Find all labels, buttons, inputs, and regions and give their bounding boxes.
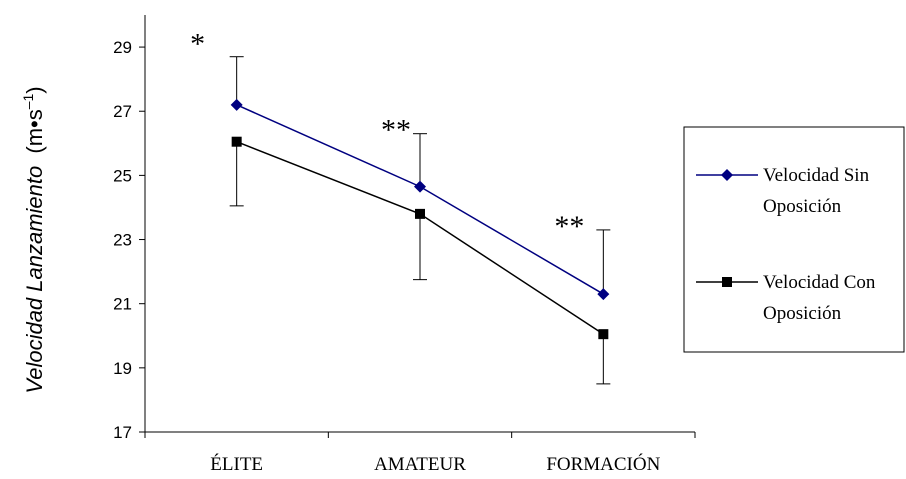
annotations: ***** — [190, 28, 584, 243]
y-tick-label: 25 — [113, 166, 132, 185]
x-tick-label: AMATEUR — [374, 454, 466, 475]
legend-marker-square — [722, 277, 732, 287]
data-point-square — [231, 136, 242, 147]
y-tick-label: 23 — [113, 231, 132, 250]
x-tick-label: ÉLITE — [210, 453, 263, 475]
axes — [144, 15, 695, 433]
error-bars — [229, 56, 611, 385]
legend-box — [683, 126, 905, 353]
legend-label-series-1-line-2: Oposición — [763, 196, 842, 217]
data-point-square — [415, 208, 425, 219]
y-tick-label: 19 — [113, 359, 132, 378]
y-tick-label: 17 — [113, 423, 132, 442]
data-point-diamond — [414, 180, 426, 193]
data-point-square — [598, 329, 609, 340]
significance-annotation: * — [190, 28, 205, 61]
y-tick-label: 29 — [113, 38, 132, 57]
y-ticks: 17 19 21 23 25 27 29 — [113, 38, 145, 442]
legend: Velocidad Sin Oposición Velocidad Con Op… — [683, 126, 905, 353]
series-group — [230, 98, 610, 340]
legend-label-series-2-line-1: Velocidad Con — [763, 272, 876, 293]
data-point-diamond — [230, 98, 243, 111]
y-tick-label: 21 — [113, 295, 132, 314]
legend-label-series-2-line-2: Oposición — [763, 303, 842, 324]
data-point-diamond — [597, 288, 610, 301]
y-tick-label: 27 — [113, 102, 132, 121]
significance-annotation: ** — [554, 210, 584, 243]
y-axis-label: Velocidad Lanzamiento (m•s–1) — [20, 86, 47, 393]
significance-annotation: ** — [381, 114, 411, 147]
legend-label-series-1-line-1: Velocidad Sin — [763, 165, 870, 186]
legend-marker-diamond — [721, 169, 733, 181]
x-ticks: ÉLITE AMATEUR FORMACIÓN — [144, 432, 696, 475]
x-tick-label: FORMACIÓN — [546, 453, 660, 475]
